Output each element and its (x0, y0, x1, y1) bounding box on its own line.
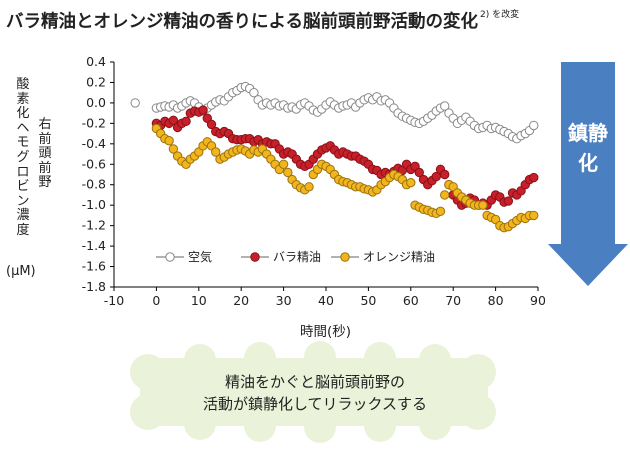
legend-orange-label: オレンジ精油 (363, 250, 435, 264)
callout-cloud (130, 341, 496, 443)
y-tick-label: -0.8 (82, 177, 106, 192)
y-tick-label: -1.2 (82, 218, 106, 233)
legend-orange-marker (340, 252, 350, 262)
orange-point (440, 190, 450, 200)
orange-point (478, 200, 488, 210)
sedation-arrow-head (548, 244, 628, 286)
x-tick-label: 20 (233, 293, 249, 308)
y-tick-label: -1.0 (82, 197, 106, 212)
orange-point (406, 177, 416, 188)
rose-point (414, 167, 424, 178)
orange-point (168, 144, 179, 154)
y-tick-label: 0.0 (86, 95, 106, 110)
orange-point (211, 147, 221, 157)
orange-point (164, 136, 174, 146)
x-tick-label: 90 (530, 293, 546, 308)
x-tick-label: 0 (152, 293, 160, 308)
sedation-arrow-label: 鎮静化 (568, 121, 608, 175)
callout-line-2: 活動が鎮静化してリラックスする (202, 395, 428, 413)
y-tick-label: -0.6 (82, 156, 106, 171)
orange-point (304, 182, 314, 192)
air-point (529, 120, 539, 131)
rose-point (431, 171, 441, 182)
footnote: 2) を改変 (479, 10, 520, 20)
y-axis-label: 酸素化ヘモグロビン濃度 (16, 77, 30, 238)
x-tick-label: 80 (488, 293, 504, 308)
orange-point (435, 206, 446, 217)
x-tick-label: 60 (403, 293, 419, 308)
y-axis-unit: (μM) (6, 264, 36, 279)
orange-point (529, 210, 539, 221)
orange-point (278, 159, 289, 169)
chart-title: バラ精油とオレンジ精油の香りによる脳前頭前野活動の変化 2) を改変 (6, 10, 520, 32)
y-tick-label: -1.8 (82, 279, 106, 294)
callout-line-1: 精油をかぐと脳前頭前野の (224, 373, 405, 391)
y-tick-label: -1.4 (82, 238, 106, 253)
rose-point (440, 169, 450, 180)
y-axis-sublabel: 右前頭前野 (38, 117, 52, 191)
x-tick-label: -10 (104, 293, 124, 308)
x-tick-label: 10 (191, 293, 207, 308)
legend-rose-marker (250, 252, 260, 262)
orange-point (283, 167, 293, 178)
legend-air-label: 空気 (188, 249, 212, 264)
x-tick-label: 50 (360, 293, 376, 308)
y-tick-label: 0.2 (86, 74, 106, 89)
x-tick-label: 40 (318, 293, 334, 308)
x-tick-label: 30 (276, 293, 292, 308)
callout-text: 精油をかぐと脳前頭前野の 活動が鎮静化してリラックスする (152, 371, 478, 415)
y-tick-label: -0.2 (82, 115, 106, 130)
rose-point (198, 105, 208, 115)
air-point (440, 101, 450, 111)
y-tick-label: -1.6 (82, 259, 106, 274)
x-axis-label: 時間(秒) (300, 324, 352, 340)
legend-rose-label: バラ精油 (273, 250, 321, 264)
air-point (249, 87, 259, 98)
legend-air-marker (165, 252, 175, 262)
sedation-arrow-shaft (561, 62, 615, 246)
air-point (130, 98, 140, 108)
rose-point (529, 172, 539, 183)
x-tick-label: 70 (445, 293, 461, 308)
rose-point (503, 196, 514, 206)
y-tick-label: -0.4 (82, 136, 106, 151)
rose-point (168, 115, 179, 125)
y-tick-label: 0.4 (86, 54, 106, 69)
rose-point (206, 119, 217, 130)
rose-point (181, 116, 191, 127)
